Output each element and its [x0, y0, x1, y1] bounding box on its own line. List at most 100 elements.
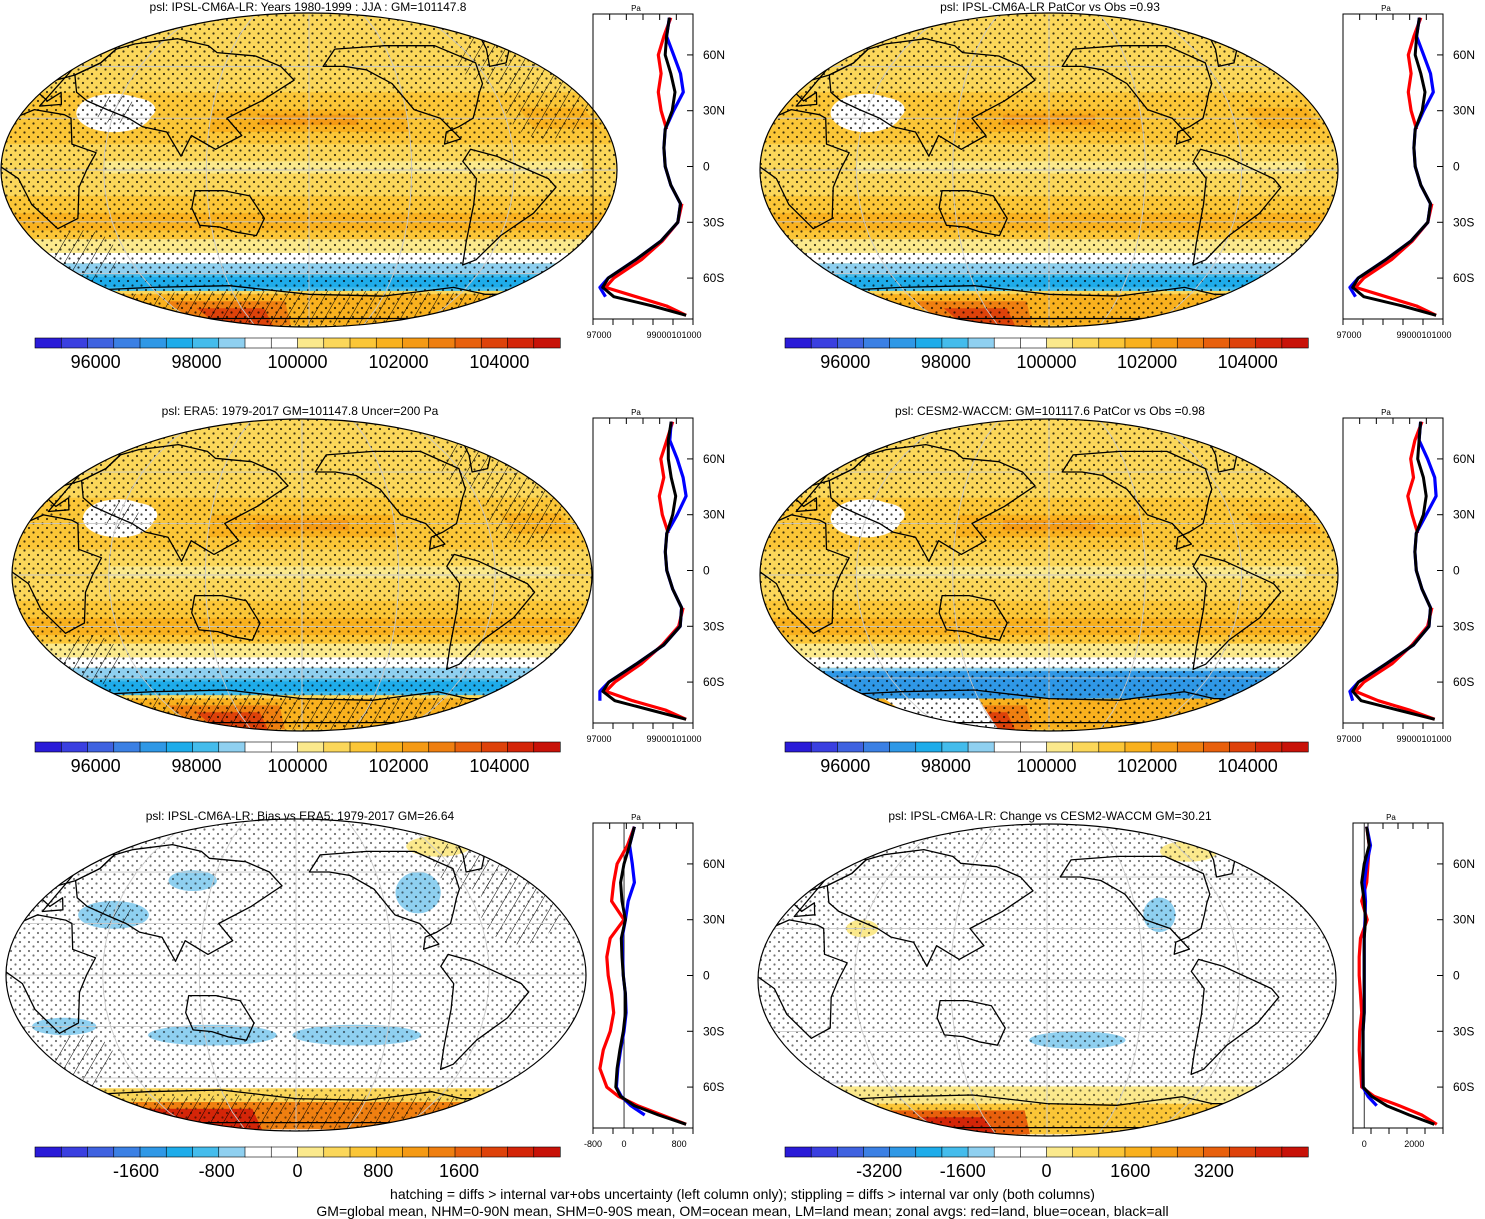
colorbar-tick-label: 100000	[1016, 352, 1076, 372]
colorbar-tick-label: 800	[363, 1161, 393, 1181]
coastline-australia	[191, 190, 266, 237]
graticule-meridian	[417, 14, 515, 326]
colorbar-swatch	[270, 337, 299, 349]
colorbar-tick-label: 98000	[921, 756, 971, 776]
zonal-lat-label: 30N	[703, 508, 725, 522]
zonal-lat-label: 30N	[703, 913, 725, 927]
zonal-lat-label: 30N	[1453, 913, 1475, 927]
coastline-antarctica	[77, 1089, 510, 1124]
colorbar-swatch	[784, 741, 812, 753]
colorbar-swatch	[480, 741, 509, 753]
zonal-mean-plot: Pa 60N 30N 0 30S 60S 97000 99000101000	[586, 4, 725, 340]
colorbar-swatch	[915, 337, 943, 349]
colorbar-tick-label: 102000	[368, 352, 428, 372]
coastline-antarctica	[829, 1094, 1260, 1129]
zonal-lat-label: 60N	[1453, 857, 1475, 871]
colorbar-swatch	[480, 337, 509, 349]
colorbar-swatch	[244, 337, 272, 349]
colorbar-swatch	[1255, 1146, 1283, 1158]
graticule	[760, 14, 1338, 326]
colorbar-swatch	[454, 337, 482, 349]
colorbar-tick-label: 0	[292, 1161, 302, 1181]
colorbar-swatch	[165, 741, 194, 753]
colorbar-swatch	[375, 741, 404, 753]
colorbar-swatch	[1046, 741, 1074, 753]
colorbar-swatch	[533, 741, 561, 753]
graticule-meridian	[404, 420, 496, 730]
zonal-unit-label: Pa	[631, 408, 641, 417]
graticule-meridian	[103, 14, 201, 326]
zonal-x-tick-label: 2000	[1404, 1139, 1424, 1149]
zonal-mean-plot: Pa 60N 30N 0 30S 60S 97000 99000101000	[1336, 4, 1475, 340]
zonal-lat-label: 30S	[1453, 619, 1474, 633]
colorbar-swatch	[1098, 1146, 1126, 1158]
map-title: psl: IPSL-CM6A-LR: Change vs CESM2-WACCM…	[888, 809, 1212, 823]
map-outline	[757, 823, 1337, 1137]
colorbar-swatch	[1124, 741, 1152, 753]
graticule-meridian	[1099, 420, 1146, 730]
colorbar-swatch	[87, 741, 115, 753]
coastline-asia	[828, 38, 1036, 157]
colorbar-swatch	[941, 741, 969, 753]
colorbar-swatch	[139, 1146, 167, 1158]
robinson-map	[5, 818, 587, 1132]
colorbar-swatch	[1150, 1146, 1178, 1158]
footer-note-legend: GM=global mean, NHM=0-90N mean, SHM=0-90…	[316, 1203, 1169, 1219]
graticule-meridian	[853, 825, 946, 1135]
map-fill	[758, 824, 1336, 1136]
panel-model-patcor: psl: IPSL-CM6A-LR PatCor vs Obs =0.93 96…	[750, 0, 1485, 395]
zonal-unit-label: Pa	[1381, 4, 1391, 13]
coastline-australia	[191, 594, 261, 641]
coastline-north-america	[308, 850, 461, 950]
colorbar-swatch	[60, 741, 89, 753]
zonal-x-tick-label: 800	[672, 1139, 687, 1149]
zonal-x-tick-label: 97000	[586, 734, 611, 744]
colorbar-swatch	[375, 337, 404, 349]
map-title: psl: IPSL-CM6A-LR: Bias vs ERA5: 1979-20…	[145, 809, 455, 823]
colorbar-swatch	[533, 1146, 561, 1158]
graticule-meridian	[346, 820, 394, 1130]
colorbar-swatch	[87, 337, 115, 349]
map-outline	[759, 12, 1339, 328]
zonal-lat-label: 30S	[703, 1024, 724, 1038]
zonal-x-tick-label: 0	[621, 1139, 626, 1149]
colorbar-swatch	[1176, 1146, 1205, 1158]
zonal-unit-label: Pa	[631, 813, 641, 822]
colorbar-tick-label: 98000	[921, 352, 971, 372]
zonal-land-line	[1406, 17, 1423, 130]
map-title: psl: IPSL-CM6A-LR: Years 1980-1999 : JJA…	[149, 0, 467, 14]
colorbar-swatch	[297, 741, 325, 753]
zonal-x-tick-label: 99000101000	[1396, 330, 1451, 340]
colorbar-swatch	[810, 1146, 838, 1158]
colorbar-swatch	[1203, 337, 1231, 349]
contour-blob	[50, 1034, 116, 1087]
colorbar-swatch	[323, 1146, 351, 1158]
graticule	[760, 420, 1338, 730]
contour-blob	[48, 230, 117, 283]
robinson-map	[11, 418, 593, 732]
colorbar-swatch	[349, 741, 377, 753]
colorbar-swatch	[1281, 741, 1309, 753]
colorbar-swatch	[34, 337, 62, 349]
colorbar-swatch	[218, 337, 246, 349]
colorbar-swatch	[192, 741, 220, 753]
colorbar-swatch	[1046, 337, 1074, 349]
colorbar-swatch	[993, 337, 1021, 349]
colorbar-swatch	[810, 741, 838, 753]
colorbar-tick-label: 100000	[267, 756, 327, 776]
coastline-south-america	[461, 148, 557, 266]
zonal-all-line	[1351, 421, 1436, 721]
zonal-land-line	[1406, 421, 1424, 534]
colorbar-swatch	[1281, 337, 1309, 349]
colorbar-swatch	[402, 337, 430, 349]
colorbar-tick-label: 104000	[1218, 756, 1278, 776]
colorbar-swatch	[139, 337, 167, 349]
footer-note-hatching: hatching = diffs > internal var+obs unce…	[390, 1186, 1095, 1202]
zonal-lat-label: 30N	[1453, 508, 1475, 522]
robinson-map	[759, 418, 1339, 732]
map-outline	[759, 418, 1339, 732]
colorbar-tick-label: 102000	[1117, 756, 1177, 776]
coastline-north-america	[322, 45, 484, 145]
colorbar-swatch	[349, 337, 377, 349]
graticule	[758, 825, 1336, 1135]
